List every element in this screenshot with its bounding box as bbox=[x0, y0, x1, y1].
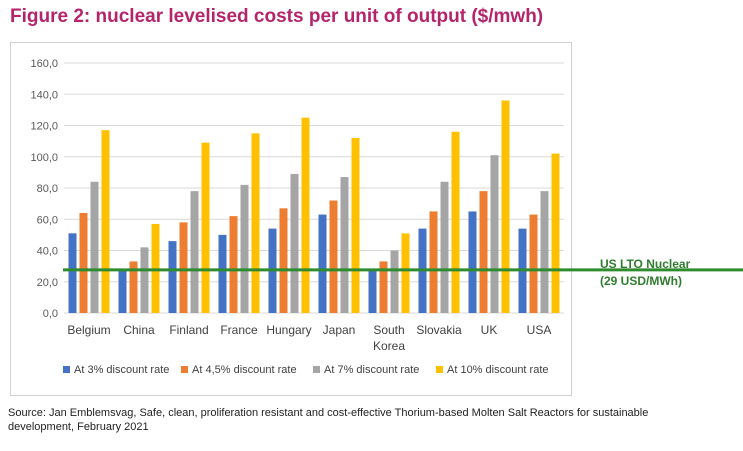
bar-uk-s4 bbox=[501, 100, 510, 313]
bar-usa-s3 bbox=[540, 191, 549, 313]
bar-belgium-s4 bbox=[101, 130, 110, 313]
legend-label: At 3% discount rate bbox=[74, 364, 169, 376]
legend-label: At 7% discount rate bbox=[324, 364, 419, 376]
bar-belgium-s1 bbox=[68, 233, 77, 313]
y-tick-label: 40,0 bbox=[37, 246, 58, 258]
bars bbox=[68, 100, 560, 313]
bar-belgium-s2 bbox=[79, 213, 88, 313]
x-tick-label: Korea bbox=[373, 339, 405, 353]
annotation-line-1: US LTO Nuclear bbox=[600, 257, 691, 271]
bar-slovakia-s4 bbox=[451, 131, 460, 313]
x-tick-label: Belgium bbox=[67, 323, 110, 337]
bar-usa-s1 bbox=[518, 228, 527, 313]
bar-slovakia-s2 bbox=[429, 211, 438, 313]
bar-finland-s1 bbox=[168, 241, 177, 313]
bar-france-s1 bbox=[218, 234, 227, 313]
x-tick-label: Finland bbox=[169, 323, 208, 337]
bar-china-s1 bbox=[118, 269, 127, 313]
legend-swatch bbox=[436, 366, 443, 373]
bar-hungary-s4 bbox=[301, 117, 310, 313]
bar-slovakia-s1 bbox=[418, 228, 427, 313]
bar-france-s2 bbox=[229, 216, 238, 313]
bar-finland-s2 bbox=[179, 222, 188, 313]
x-tick-label: USA bbox=[527, 323, 552, 337]
bar-uk-s3 bbox=[490, 155, 499, 313]
bar-uk-s2 bbox=[479, 191, 488, 313]
legend-label: At 10% discount rate bbox=[447, 364, 549, 376]
legend: At 3% discount rate At 4,5% discount rate… bbox=[63, 364, 549, 376]
annotation-line-2: (29 USD/MWh) bbox=[600, 274, 682, 288]
x-tick-label: Hungary bbox=[266, 323, 311, 337]
bar-hungary-s1 bbox=[268, 228, 277, 313]
bar-france-s3 bbox=[240, 184, 249, 313]
bar-uk-s1 bbox=[468, 211, 477, 313]
bar-south-korea-s1 bbox=[368, 269, 377, 313]
bar-hungary-s3 bbox=[290, 173, 299, 313]
bar-japan-s3 bbox=[340, 177, 349, 313]
bar-south-korea-s4 bbox=[401, 233, 410, 313]
legend-swatch bbox=[63, 366, 70, 373]
legend-swatch bbox=[181, 366, 188, 373]
source-citation: Source: Jan Emblemsvag, Safe, clean, pro… bbox=[8, 407, 649, 433]
bar-usa-s2 bbox=[529, 214, 538, 313]
y-tick-label: 140,0 bbox=[30, 89, 58, 101]
bar-japan-s4 bbox=[351, 138, 360, 313]
grid-lines bbox=[64, 62, 564, 314]
x-axis-labels: Belgium China Finland France Hungary Japan Sou… bbox=[67, 323, 551, 353]
x-tick-label: China bbox=[123, 323, 155, 337]
bar-china-s2 bbox=[129, 261, 138, 313]
y-tick-label: 60,0 bbox=[37, 214, 58, 226]
legend-label: At 4,5% discount rate bbox=[192, 364, 297, 376]
bar-finland-s4 bbox=[201, 142, 210, 313]
bar-south-korea-s2 bbox=[379, 261, 388, 313]
reference-annotation: US LTO Nuclear (29 USD/MWh) bbox=[600, 256, 690, 290]
bar-hungary-s2 bbox=[279, 208, 288, 313]
bar-slovakia-s3 bbox=[440, 181, 449, 313]
bar-japan-s2 bbox=[329, 200, 338, 313]
bar-finland-s3 bbox=[190, 191, 199, 313]
bar-china-s4 bbox=[151, 223, 160, 313]
bar-japan-s1 bbox=[318, 214, 327, 313]
y-tick-label: 0,0 bbox=[43, 308, 58, 320]
y-tick-label: 160,0 bbox=[30, 58, 58, 70]
legend-swatch bbox=[313, 366, 320, 373]
x-tick-label: Slovakia bbox=[416, 323, 462, 337]
x-tick-label: UK bbox=[481, 323, 498, 337]
bar-chart: 0,020,040,060,080,0100,0120,0140,0160,0 … bbox=[30, 58, 564, 376]
y-tick-label: 20,0 bbox=[37, 277, 58, 289]
x-tick-label: South bbox=[373, 323, 404, 337]
figure-title: Figure 2: nuclear levelised costs per un… bbox=[10, 6, 544, 27]
bar-china-s3 bbox=[140, 247, 149, 313]
y-tick-label: 80,0 bbox=[37, 183, 58, 195]
chart-panel: 0,0 20,0 40,0 60,0 80,0 100,0 120,0 140,0 160,0 … bbox=[10, 42, 572, 396]
bar-usa-s4 bbox=[551, 153, 560, 313]
y-axis-ticks: 0,0 20,0 40,0 60,0 80,0 100,0 120,0 140,0 160,0 bbox=[30, 58, 58, 320]
bar-south-korea-s3 bbox=[390, 250, 399, 313]
y-tick-label: 100,0 bbox=[30, 152, 58, 164]
bar-france-s4 bbox=[251, 133, 260, 313]
x-tick-label: Japan bbox=[323, 323, 356, 337]
bar-belgium-s3 bbox=[90, 181, 99, 313]
x-tick-label: France bbox=[220, 323, 258, 337]
y-tick-label: 120,0 bbox=[30, 121, 58, 133]
